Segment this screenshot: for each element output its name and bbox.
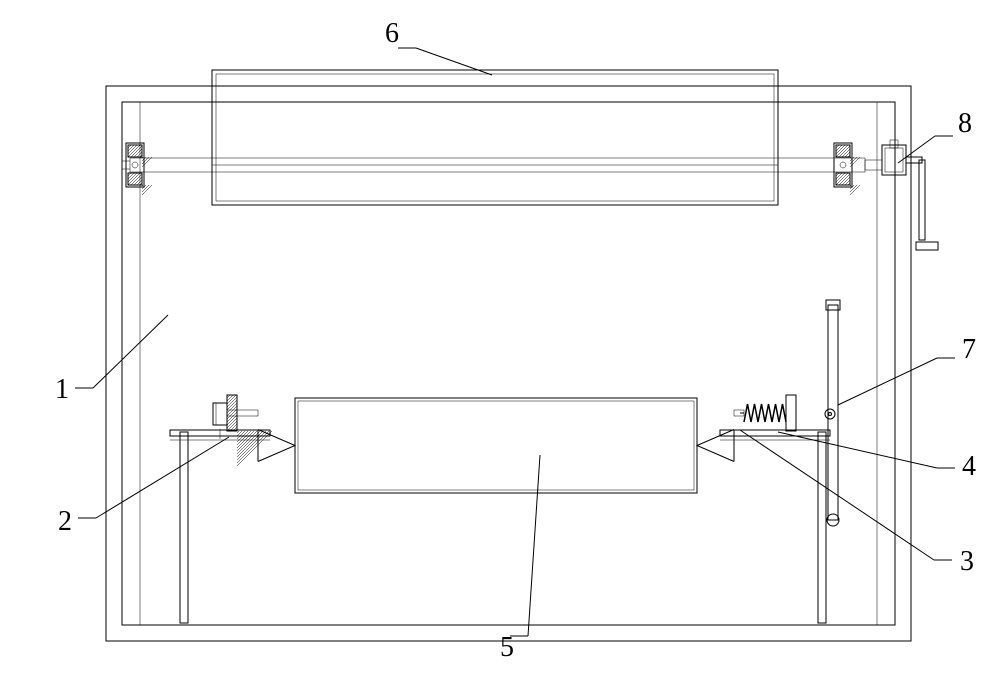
label-2: 2	[58, 506, 72, 537]
label-7: 7	[962, 334, 976, 365]
label-3: 3	[960, 546, 974, 577]
engineering-figure: 6 8 1 2 7 4 3 5	[0, 0, 1000, 678]
label-1: 1	[55, 374, 69, 405]
label-4: 4	[962, 451, 976, 482]
label-5: 5	[500, 632, 514, 663]
label-6: 6	[385, 18, 399, 49]
label-8: 8	[958, 108, 972, 139]
